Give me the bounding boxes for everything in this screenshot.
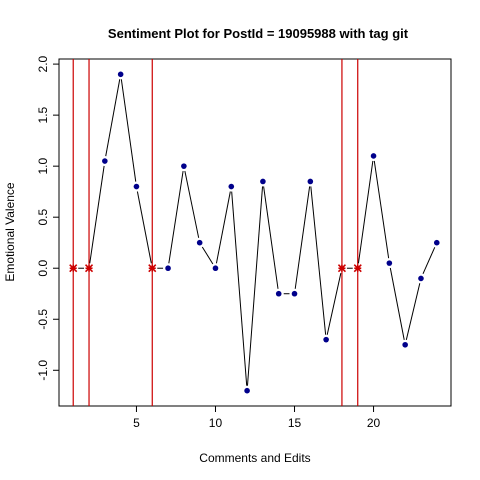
data-points-group: [69, 71, 440, 394]
highlight-point: [353, 264, 362, 273]
data-point: [117, 71, 124, 78]
y-tick-label: -1.0: [36, 360, 50, 381]
data-point: [228, 183, 235, 190]
line-segment: [89, 165, 105, 264]
line-segment: [389, 267, 405, 340]
line-segment: [201, 246, 214, 265]
y-axis-label: Emotional Valence: [3, 182, 17, 281]
line-segment: [373, 160, 390, 259]
line-segment: [105, 79, 121, 157]
y-tick-label: 0.5: [36, 209, 50, 226]
line-segment: [184, 170, 200, 238]
data-point: [307, 178, 314, 185]
x-tick-label: 10: [209, 416, 223, 430]
x-tick-label: 20: [367, 416, 381, 430]
line-segment: [263, 186, 279, 289]
chart-title: Sentiment Plot for PostId = 19095988 wit…: [108, 26, 409, 41]
data-point: [165, 265, 171, 272]
x-axis: 5 10 15 20: [133, 406, 381, 430]
line-segments-group: [78, 79, 436, 386]
data-point: [291, 290, 298, 297]
data-point: [260, 178, 266, 185]
y-axis: -1.0 -0.5 0.0 0.5 1.0 1.5 2.0: [36, 55, 59, 381]
line-segment: [215, 191, 231, 264]
line-segment: [136, 191, 152, 264]
highlight-point: [69, 264, 78, 273]
data-point: [212, 265, 219, 272]
data-point: [244, 387, 250, 394]
data-point: [102, 158, 108, 164]
line-segment: [231, 191, 248, 386]
line-segment: [294, 186, 311, 289]
x-axis-label: Comments and Edits: [199, 451, 310, 465]
y-tick-label: 0.0: [36, 260, 50, 277]
data-point: [433, 239, 440, 246]
data-point: [418, 275, 424, 282]
highlight-point: [84, 264, 94, 273]
data-point: [402, 341, 408, 348]
line-segment: [422, 247, 436, 275]
vertical-lines-group: [72, 59, 359, 406]
data-point: [323, 336, 329, 343]
data-point: [370, 153, 377, 159]
y-tick-label: 1.0: [36, 157, 50, 174]
plot-area-frame: [58, 58, 452, 407]
data-point: [181, 163, 187, 169]
x-tick-label: 15: [288, 416, 302, 430]
data-point: [386, 260, 393, 266]
highlight-point: [148, 264, 157, 273]
y-tick-label: 1.5: [36, 106, 50, 123]
line-segment: [310, 186, 327, 335]
line-segment: [168, 171, 184, 264]
y-tick-label: 2.0: [36, 55, 50, 72]
line-segment: [120, 79, 137, 182]
data-point: [275, 290, 282, 297]
highlight-point: [337, 264, 347, 273]
line-segment: [405, 283, 421, 341]
data-point: [196, 239, 203, 246]
line-segment: [326, 272, 342, 335]
line-segment: [357, 160, 374, 264]
x-tick-label: 5: [133, 416, 140, 430]
data-point: [133, 183, 140, 190]
y-tick-label: -0.5: [36, 309, 50, 330]
line-segment: [246, 186, 264, 386]
